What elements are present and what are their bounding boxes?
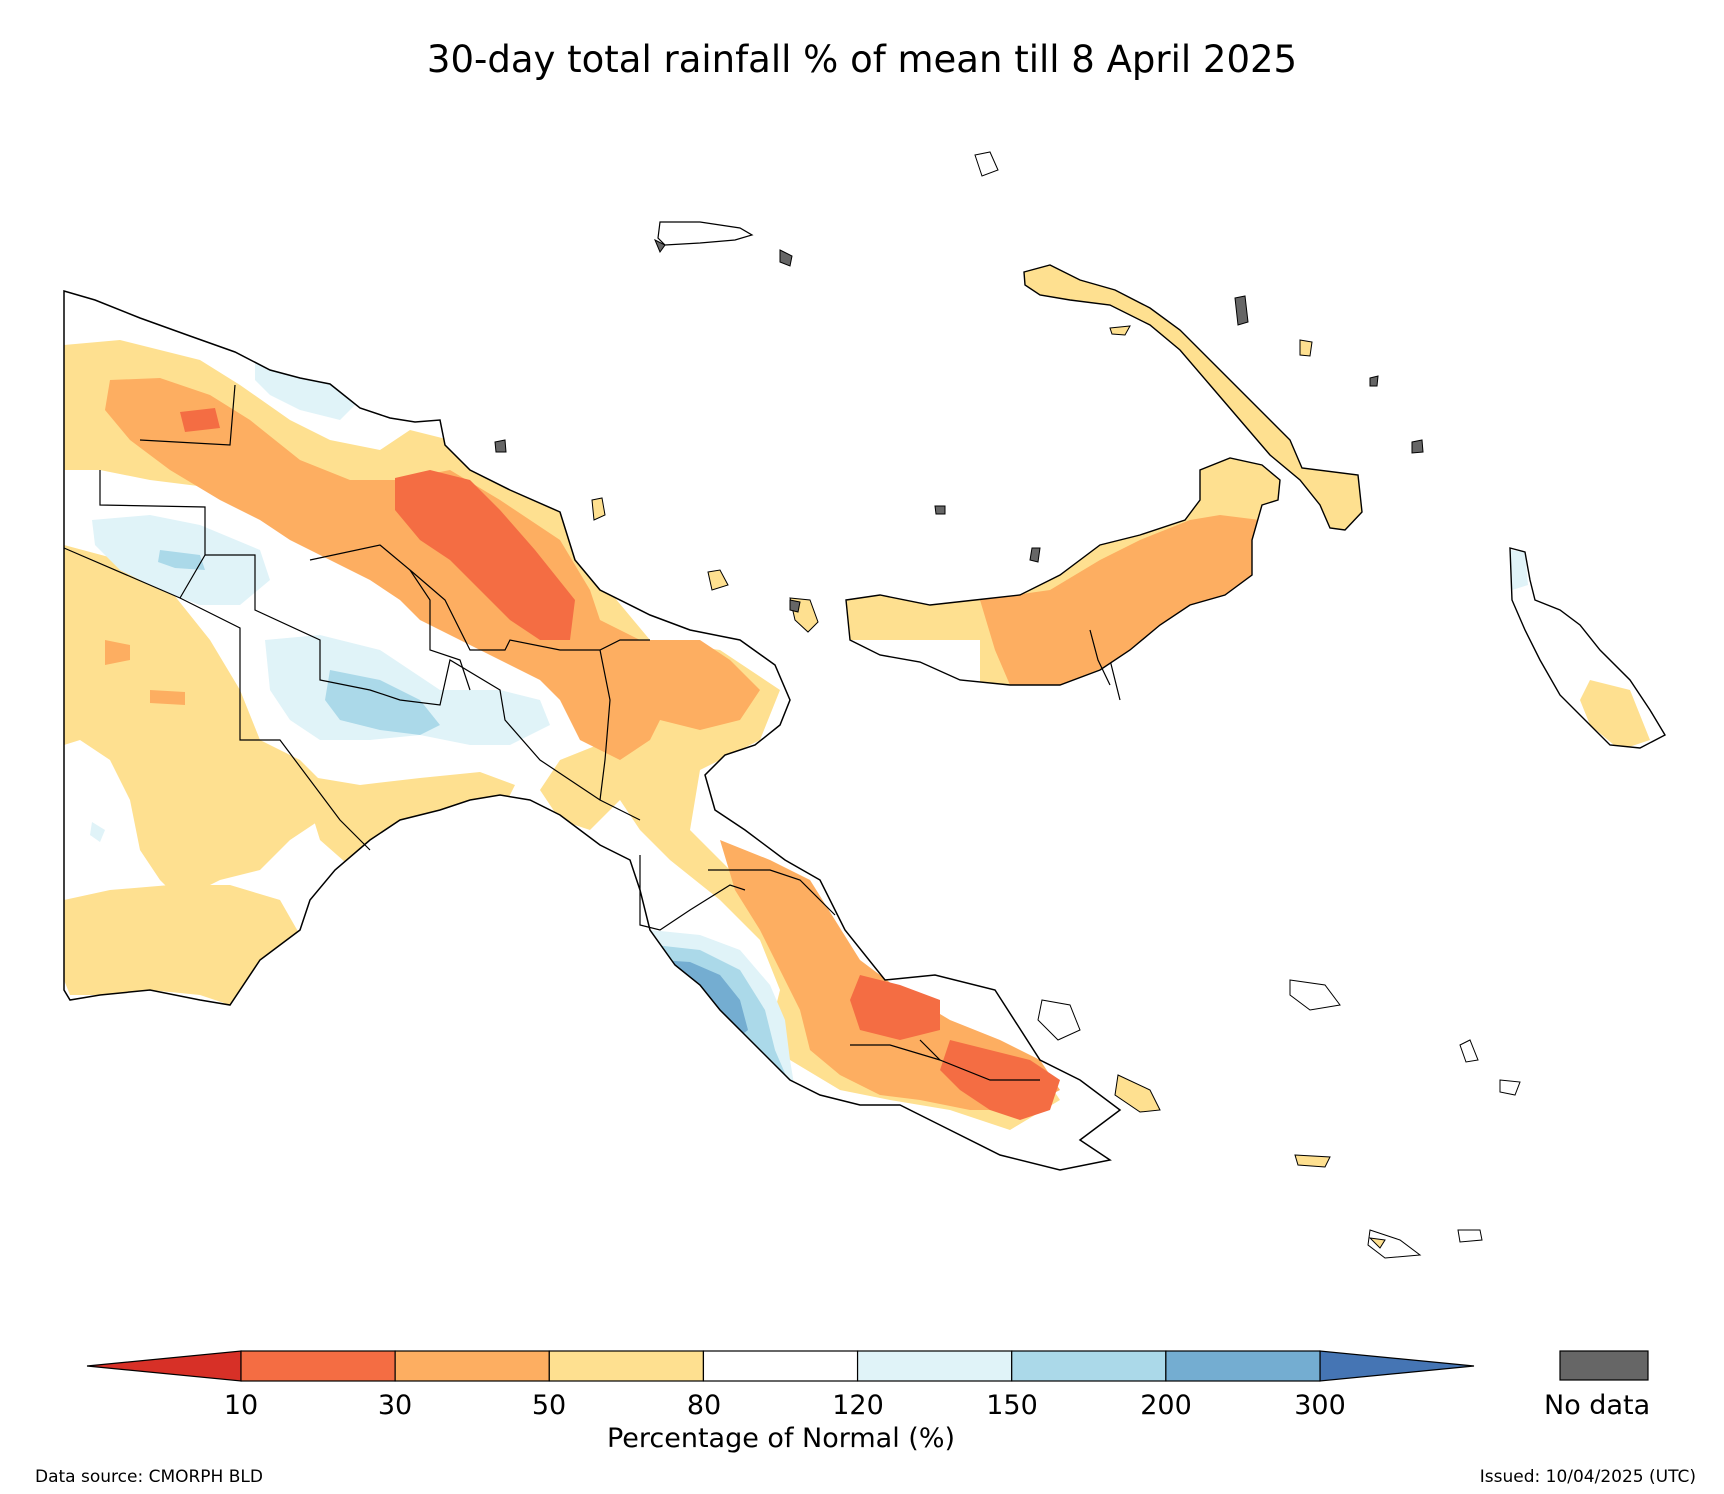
tick-label: 10 [223,1390,259,1421]
nodata-label: No data [1544,1390,1651,1421]
colorbar-bin [1011,1350,1167,1382]
data-source: Data source: CMORPH BLD [35,1467,263,1487]
tick-label: 120 [832,1390,884,1421]
small-islands [494,151,1521,1259]
manus-nodata [654,238,666,254]
tick-label: 80 [686,1390,722,1421]
island-nodata [779,249,793,267]
colorbar-max-extension [1319,1350,1475,1382]
colorbar-bin [856,1350,1013,1382]
tick-label: 300 [1294,1390,1346,1421]
colorbar [86,1350,1475,1382]
new-ireland-rainfall [1024,265,1362,530]
issued-date: Issued: 10/04/2025 (UTC) [1479,1467,1696,1487]
new-britain-coastline [845,457,1281,686]
nodata-swatch [1559,1350,1649,1381]
colorbar-min-extension [86,1350,242,1382]
tick-label: 150 [986,1390,1038,1421]
colorbar-bin [548,1350,705,1382]
mainland-rainfall [64,291,1120,1170]
colorbar-bin [1165,1350,1321,1382]
new-britain-boundary [1089,629,1111,686]
colorbar-bin [240,1350,396,1382]
new-britain-rainfall [846,458,1280,685]
colorbar-bin [394,1350,550,1382]
manus-island [657,221,754,246]
new-ireland-coastline [1023,264,1363,531]
colorbar-label: Percentage of Normal (%) [606,1423,956,1454]
tick-label: 30 [377,1390,413,1421]
tick-label: 50 [531,1390,567,1421]
colorbar-bin [702,1350,859,1382]
bougainville-coastline [1509,547,1666,749]
tick-label: 200 [1140,1390,1192,1421]
map-title: 30-day total rainfall % of mean till 8 A… [426,38,1298,81]
